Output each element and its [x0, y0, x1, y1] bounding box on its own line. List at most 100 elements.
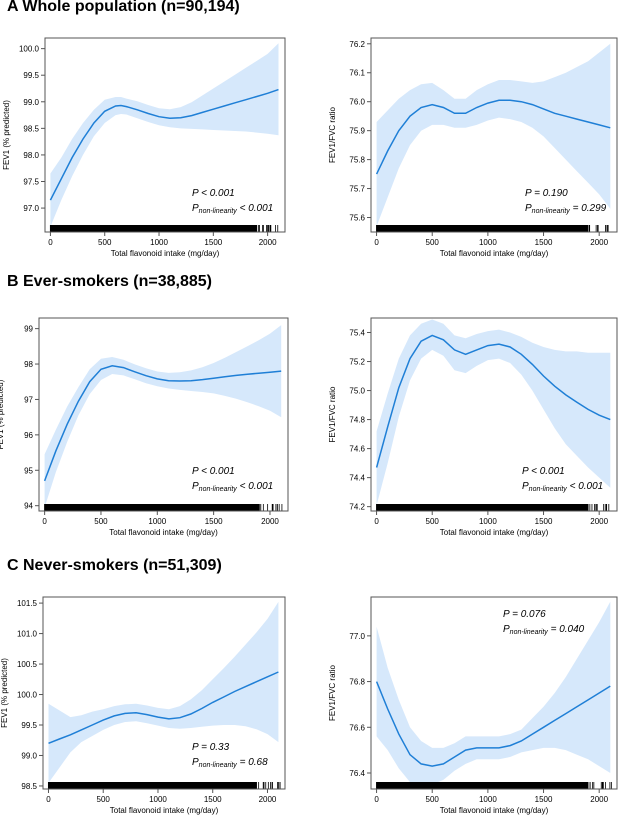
x-tick-label: 1000 — [148, 517, 166, 526]
rug-marks — [49, 225, 279, 232]
p-nonlinearity-subscript: non-linearity — [532, 208, 571, 215]
y-axis-label: FEV1 (% predicted) — [0, 379, 5, 449]
rug-marks — [44, 504, 283, 511]
section-title-b: B Ever-smokers (n=38,885) — [7, 273, 212, 290]
y-tick-label: 100.0 — [19, 45, 40, 54]
p-nonlinearity-subscript: non-linearity — [199, 486, 238, 493]
x-tick-label: 0 — [374, 238, 379, 247]
y-tick-label: 96 — [24, 431, 33, 440]
y-tick-label: 74.4 — [349, 474, 365, 483]
x-tick-label: 1000 — [479, 517, 497, 526]
y-axis-label: FEV1/FVC ratio — [328, 386, 337, 443]
p-value-label: P < 0.001 — [192, 466, 235, 477]
y-tick-label: 75.0 — [349, 387, 365, 396]
x-axis-label: Total flavonoid intake (mg/day) — [440, 806, 549, 815]
y-tick-label: 99.5 — [21, 721, 37, 730]
rug-marks — [376, 225, 609, 232]
y-tick-label: 75.8 — [349, 156, 365, 165]
y-tick-label: 98.5 — [21, 782, 37, 791]
x-tick-label: 2000 — [590, 795, 608, 804]
plot-frame — [44, 37, 286, 233]
y-axis-label: FEV1/FVC ratio — [328, 106, 337, 163]
spline-line — [48, 671, 279, 744]
p-value-label: P < 0.001 — [192, 188, 235, 199]
p-nonlinearity-value: < 0.001 — [567, 481, 603, 492]
x-tick-label: 1500 — [535, 238, 553, 247]
x-tick-label: 0 — [42, 517, 47, 526]
x-tick-label: 2000 — [590, 517, 608, 526]
confidence-band — [50, 43, 279, 227]
x-tick-label: 500 — [426, 238, 440, 247]
y-tick-label: 97.0 — [23, 204, 39, 213]
y-tick-label: 99.5 — [23, 71, 39, 80]
y-tick-label: 77.0 — [349, 632, 365, 641]
y-tick-label: 95 — [24, 466, 33, 475]
p-nonlinearity-value: < 0.001 — [237, 203, 273, 214]
x-tick-label: 1000 — [149, 795, 167, 804]
y-axis-label: FEV1 (% predicted) — [0, 658, 9, 728]
x-tick-label: 500 — [426, 517, 440, 526]
p-nonlinearity-value: = 0.040 — [548, 624, 585, 635]
y-tick-label: 99.0 — [23, 98, 39, 107]
x-tick-label: 0 — [374, 795, 379, 804]
x-tick-label: 0 — [48, 238, 53, 247]
y-tick-label: 76.1 — [349, 69, 365, 78]
chart-panel-a-left: 0 500 1000 1500 2000 97.0 97.5 98.0 98.5 99.0 99.5… — [2, 37, 286, 258]
spline-line — [375, 334, 611, 468]
x-tick-label: 2000 — [259, 238, 277, 247]
y-tick-label: 100.5 — [17, 660, 38, 669]
y-tick-label: 76.6 — [349, 723, 365, 732]
y-tick-label: 94 — [24, 502, 33, 511]
y-axis-label: FEV1/FVC ratio — [328, 664, 337, 721]
p-nonlinearity-label: Pnon-linearity = 0.68 — [192, 757, 268, 769]
y-tick-label: 76.4 — [349, 769, 365, 778]
y-tick-label: 74.6 — [349, 445, 365, 454]
p-nonlinearity-label: Pnon-linearity < 0.001 — [522, 481, 603, 493]
chart-panel-a-right: 0 500 1000 1500 2000 75.6 75.7 75.8 75.9 76.0 76.1… — [328, 37, 618, 258]
x-tick-label: 1500 — [205, 517, 223, 526]
confidence-band — [376, 43, 611, 227]
x-tick-label: 1500 — [535, 795, 553, 804]
y-tick-label: 76.8 — [349, 678, 365, 687]
x-axis-label: Total flavonoid intake (mg/day) — [440, 528, 549, 537]
x-tick-label: 1500 — [204, 795, 222, 804]
p-nonlinearity-label: Pnon-linearity < 0.001 — [192, 203, 273, 215]
y-tick-label: 98.0 — [23, 151, 39, 160]
p-nonlinearity-label: Pnon-linearity = 0.040 — [503, 624, 585, 636]
spline-line — [43, 365, 282, 482]
confidence-band — [44, 325, 282, 508]
plot-frame — [370, 317, 618, 512]
plot-frame — [42, 596, 286, 790]
p-value-label: P = 0.33 — [192, 742, 230, 753]
x-tick-label: 1000 — [150, 238, 168, 247]
x-tick-label: 1500 — [535, 517, 553, 526]
spline-line — [375, 681, 611, 767]
x-tick-label: 500 — [426, 795, 440, 804]
p-value-label: P = 0.076 — [503, 609, 546, 620]
section-title-c: C Never-smokers (n=51,309) — [7, 557, 222, 574]
x-tick-label: 1000 — [479, 238, 497, 247]
x-tick-label: 500 — [97, 795, 111, 804]
chart-panel-b-left: 0 500 1000 1500 2000 94 95 96 97 98 99 Total flavon… — [0, 317, 289, 537]
rug-marks — [376, 782, 612, 789]
y-tick-label: 97.5 — [23, 178, 39, 187]
spline-line — [375, 99, 611, 175]
x-tick-label: 1500 — [204, 238, 222, 247]
rug-marks — [376, 504, 610, 511]
y-tick-label: 74.2 — [349, 503, 365, 512]
y-tick-label: 100.0 — [17, 691, 38, 700]
confidence-band — [376, 601, 611, 787]
x-axis-label: Total flavonoid intake (mg/day) — [440, 249, 549, 258]
x-tick-label: 1000 — [479, 795, 497, 804]
y-tick-label: 75.6 — [349, 214, 365, 223]
p-nonlinearity-subscript: non-linearity — [199, 208, 238, 215]
p-value-label: P = 0.190 — [525, 188, 568, 199]
y-tick-label: 98 — [24, 360, 33, 369]
plot-frame — [38, 317, 289, 512]
p-nonlinearity-label: Pnon-linearity < 0.001 — [192, 481, 273, 493]
x-tick-label: 2000 — [259, 795, 277, 804]
y-tick-label: 76.2 — [349, 40, 365, 49]
p-nonlinearity-label: Pnon-linearity = 0.299 — [525, 203, 607, 215]
p-nonlinearity-subscript: non-linearity — [529, 486, 568, 493]
